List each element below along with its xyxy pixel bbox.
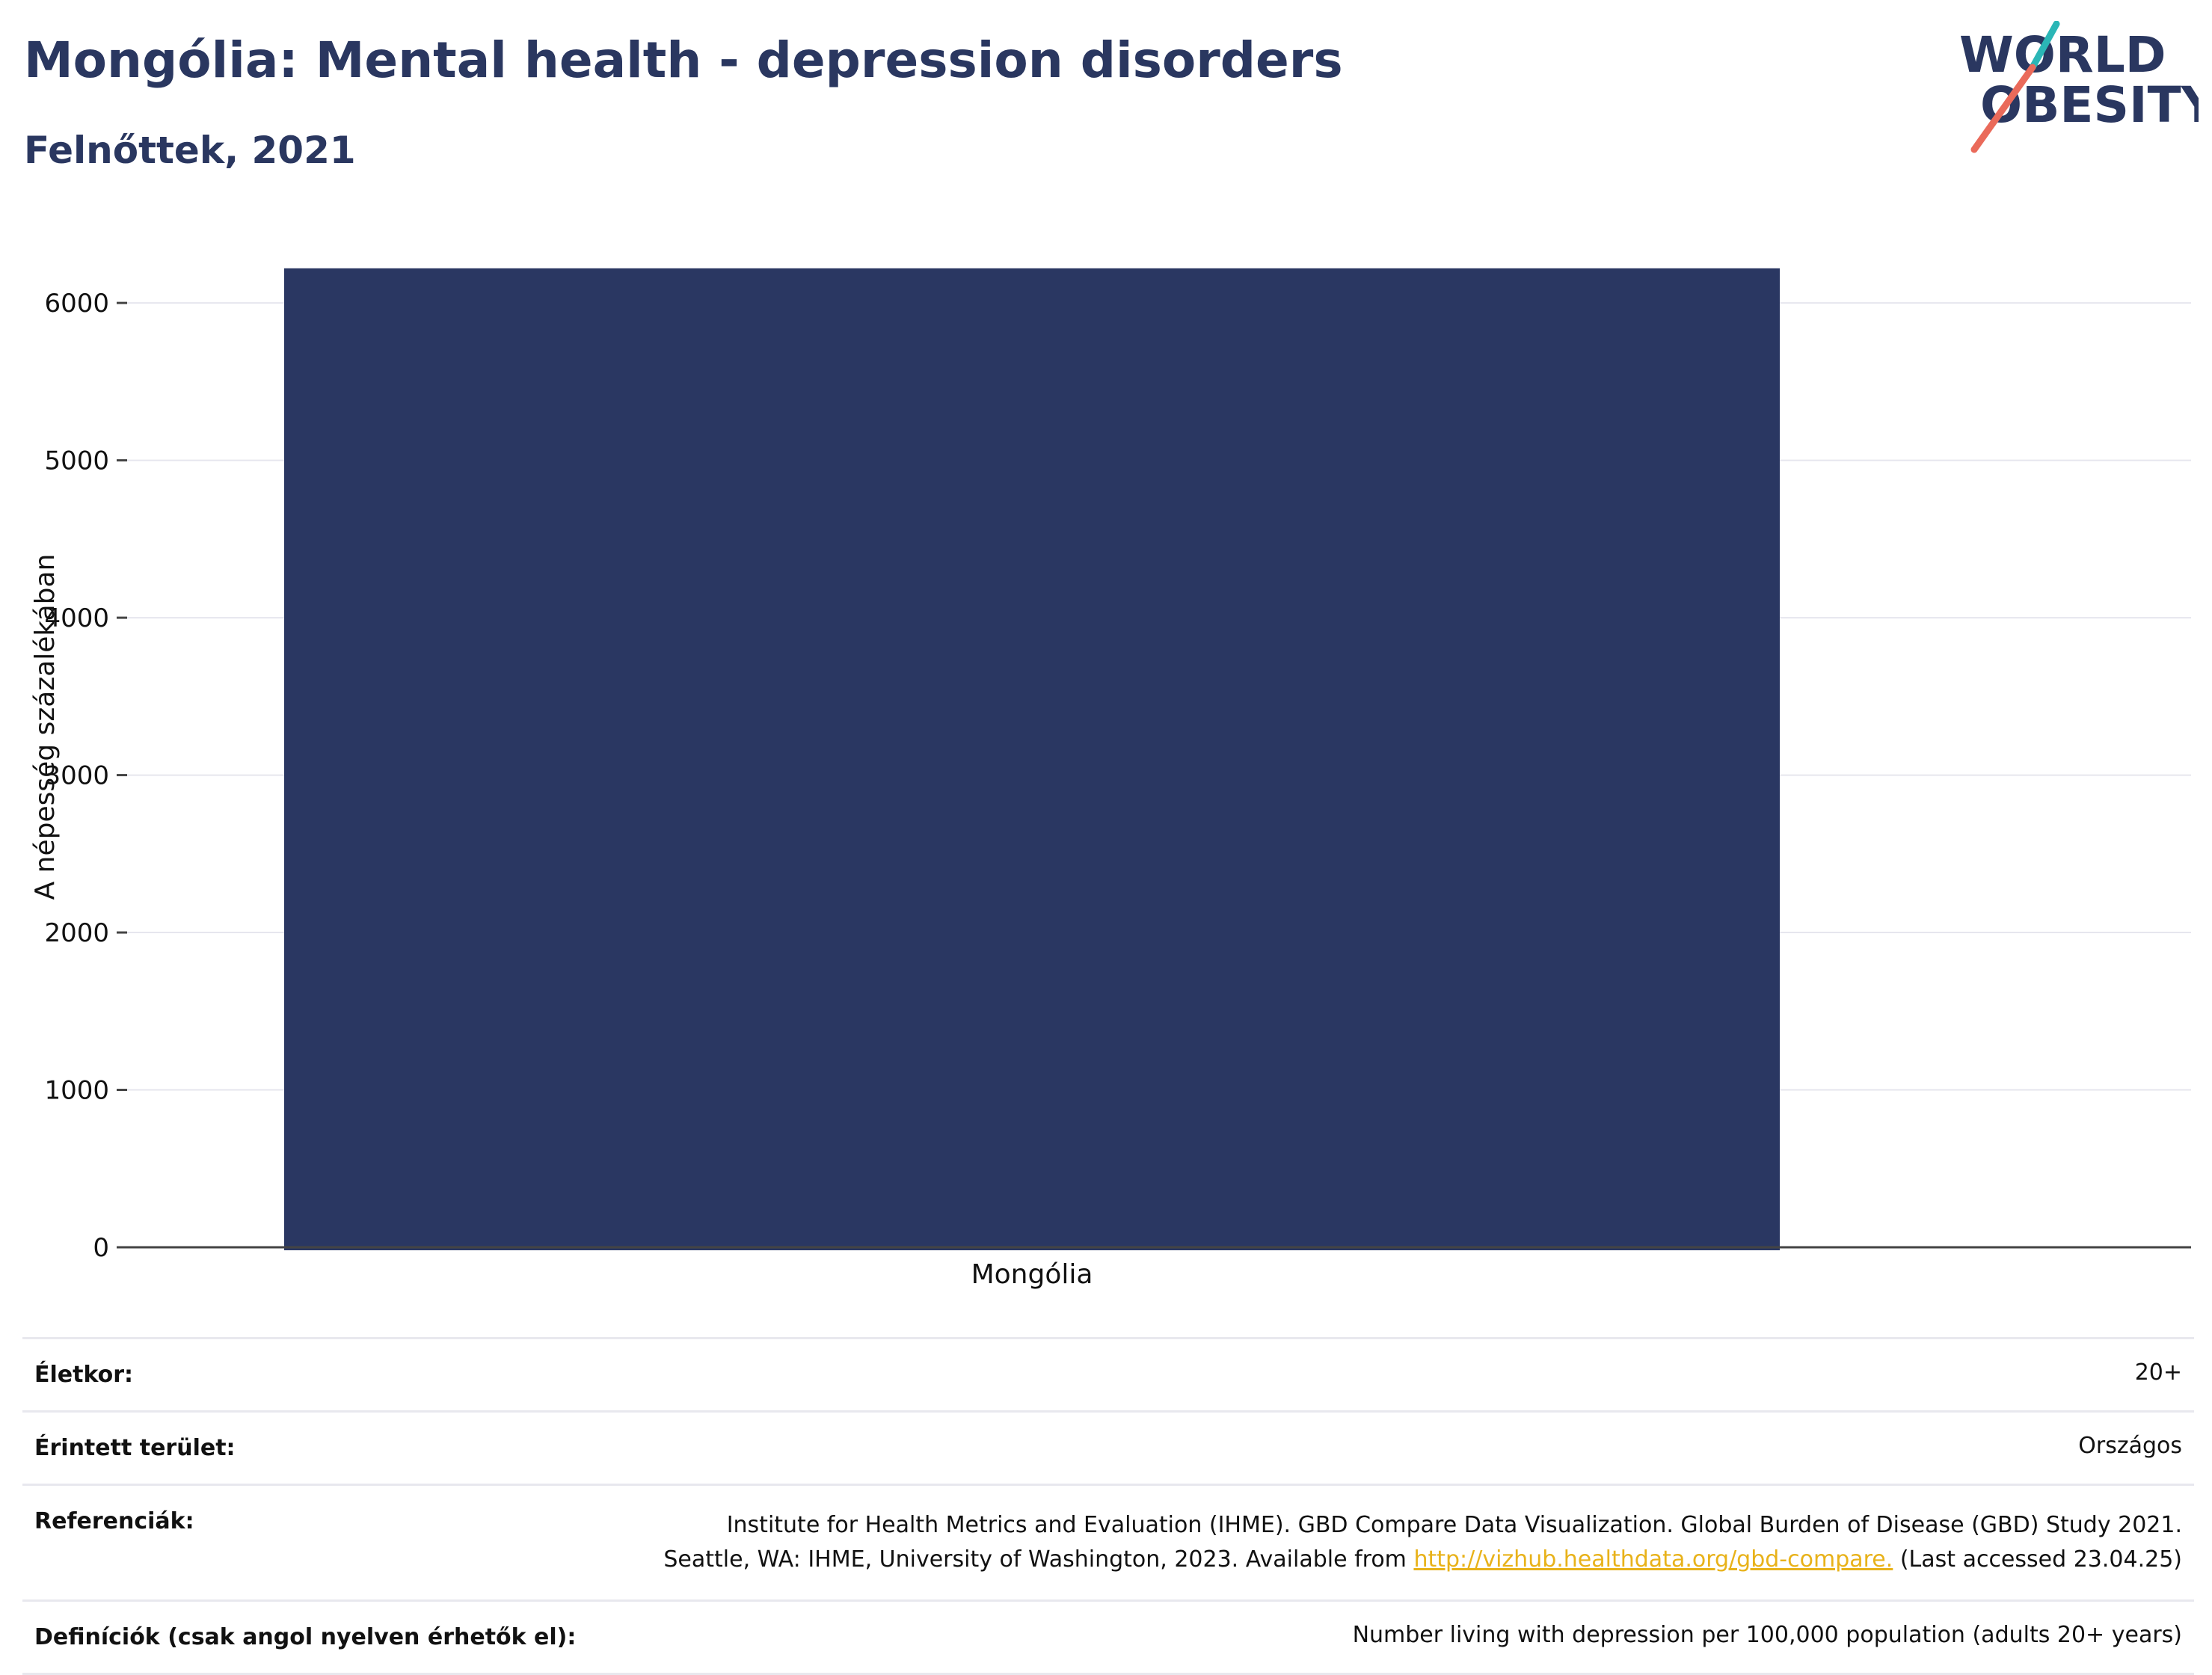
- chart-title: Mongólia: Mental health - depression dis…: [24, 31, 1343, 89]
- definitions-value: Number living with depression per 100,00…: [1352, 1622, 2182, 1648]
- info-row-age: Életkor: 20+: [22, 1337, 2194, 1410]
- area-label: Érintett terület:: [34, 1435, 236, 1461]
- y-tick-label: 5000: [44, 446, 109, 476]
- references-link[interactable]: http://vizhub.healthdata.org/gbd-compare…: [1413, 1546, 1893, 1573]
- references-label: Referenciák:: [34, 1508, 194, 1534]
- y-tick-label: 6000: [44, 289, 109, 319]
- world-obesity-logo: WORLD OBESITY: [1959, 21, 2199, 153]
- y-axis-ticks: 0 1000 2000 3000 4000 5000 6000: [44, 289, 127, 1263]
- y-tick-label: 4000: [44, 603, 109, 633]
- y-tick-label: 3000: [44, 761, 109, 791]
- references-line-2-start: Seattle, WA: IHME, University of Washing…: [663, 1546, 1414, 1573]
- bar-chart: 0 1000 2000 3000 4000 5000 6000 Mongólia A nép…: [30, 268, 2191, 1290]
- y-tick-label: 2000: [44, 918, 109, 948]
- info-row-definitions: Definíciók (csak angol nyelven érhetők e…: [22, 1599, 2194, 1675]
- y-tick-label: 1000: [44, 1076, 109, 1106]
- age-label: Életkor:: [34, 1362, 134, 1388]
- info-row-area: Érintett terület: Országos: [22, 1410, 2194, 1484]
- definitions-label: Definíciók (csak angol nyelven érhetők e…: [34, 1624, 577, 1650]
- x-tick-label: Mongólia: [971, 1259, 1093, 1290]
- bar-mongólia: [284, 268, 1780, 1250]
- area-value: Országos: [2078, 1433, 2182, 1459]
- info-table: Életkor: 20+ Érintett terület: Országos …: [22, 1337, 2194, 1675]
- references-value: Institute for Health Metrics and Evaluat…: [663, 1508, 2182, 1577]
- age-value: 20+: [2134, 1359, 2182, 1386]
- info-row-references: Referenciák: Institute for Health Metric…: [22, 1484, 2194, 1599]
- references-line-2-end: (Last accessed 23.04.25): [1893, 1546, 2182, 1573]
- y-axis-label: A népesség százalékában: [30, 554, 61, 900]
- x-axis-ticks: Mongólia: [971, 1259, 1093, 1290]
- svg-text:WORLD: WORLD: [1959, 26, 2166, 84]
- y-tick-label: 0: [93, 1233, 109, 1263]
- bars: [284, 268, 1780, 1250]
- chart-subtitle: Felnőttek, 2021: [24, 129, 356, 172]
- references-line-1: Institute for Health Metrics and Evaluat…: [726, 1512, 2182, 1538]
